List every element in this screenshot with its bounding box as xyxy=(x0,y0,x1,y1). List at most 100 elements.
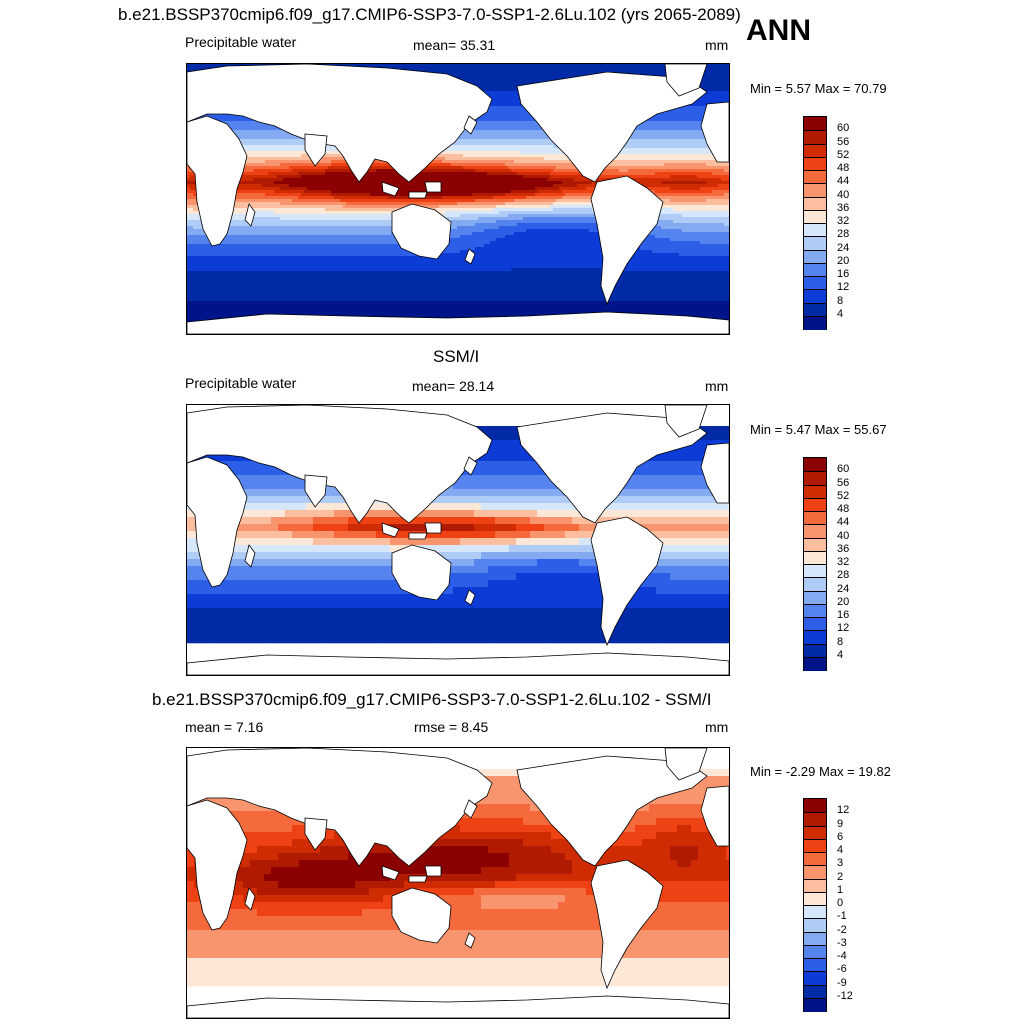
field-cell xyxy=(715,67,719,71)
field-cell xyxy=(487,73,491,77)
field-cell xyxy=(670,118,674,122)
field-cell xyxy=(712,100,716,104)
field-cell xyxy=(514,112,518,116)
field-cell xyxy=(481,82,485,86)
field-cell xyxy=(235,130,239,134)
field-cell xyxy=(301,145,305,149)
field-cell xyxy=(502,112,506,116)
field-cell xyxy=(487,85,491,89)
field-cell xyxy=(262,133,266,137)
field-cell xyxy=(649,73,653,77)
field-cell xyxy=(505,136,509,140)
field-cell xyxy=(223,64,227,68)
field-cell xyxy=(715,79,719,83)
field-cell xyxy=(628,70,632,74)
field-cell xyxy=(265,136,269,140)
field-cell xyxy=(496,136,500,140)
field-cell xyxy=(523,133,527,137)
field-cell xyxy=(709,97,713,101)
field-cell xyxy=(574,67,578,71)
field-cell xyxy=(721,82,725,86)
field-cell xyxy=(283,139,287,143)
field-cell xyxy=(472,142,476,146)
field-cell xyxy=(655,139,659,143)
field-cell xyxy=(535,79,539,83)
field-cell xyxy=(715,64,719,68)
field-cell xyxy=(526,64,530,68)
field-cell xyxy=(544,139,548,143)
field-cell xyxy=(502,139,506,143)
field-cell xyxy=(643,67,647,71)
field-cell xyxy=(709,73,713,77)
field-cell xyxy=(511,76,515,80)
field-cell xyxy=(490,73,494,77)
field-cell xyxy=(487,127,491,131)
field-cell xyxy=(679,130,683,134)
field-cell xyxy=(496,124,500,128)
field-cell xyxy=(478,82,482,86)
field-cell xyxy=(520,133,524,137)
field-cell xyxy=(259,139,263,143)
field-cell xyxy=(715,97,719,101)
field-cell xyxy=(556,73,560,77)
field-cell xyxy=(664,127,668,131)
field-cell xyxy=(526,73,530,77)
field-cell xyxy=(526,79,530,83)
field-cell xyxy=(514,127,518,131)
field-cell xyxy=(553,67,557,71)
field-cell xyxy=(502,88,506,92)
field-cell xyxy=(694,136,698,140)
field-cell xyxy=(718,79,722,83)
field-cell xyxy=(697,109,701,113)
field-cell xyxy=(649,70,653,74)
field-cell xyxy=(499,82,503,86)
field-cell xyxy=(535,130,539,134)
field-cell xyxy=(460,139,464,143)
field-cell xyxy=(505,124,509,128)
field-cell xyxy=(649,118,653,122)
field-cell xyxy=(481,130,485,134)
field-cell xyxy=(637,142,641,146)
field-cell xyxy=(619,70,623,74)
field-cell xyxy=(487,118,491,122)
field-cell xyxy=(649,133,653,137)
field-cell xyxy=(427,70,431,74)
field-cell xyxy=(403,64,407,68)
field-cell xyxy=(691,124,695,128)
field-cell xyxy=(697,136,701,140)
field-cell xyxy=(499,115,503,119)
field-cell xyxy=(265,130,269,134)
field-cell xyxy=(532,76,536,80)
field-cell xyxy=(643,64,647,68)
field-cell xyxy=(478,73,482,77)
field-cell xyxy=(490,112,494,116)
field-cell xyxy=(670,121,674,125)
field-cell xyxy=(505,76,509,80)
field-cell xyxy=(547,67,551,71)
field-cell xyxy=(511,142,515,146)
field-cell xyxy=(706,85,710,89)
field-cell xyxy=(514,91,518,95)
field-cell xyxy=(502,97,506,101)
field-cell xyxy=(499,112,503,116)
field-cell xyxy=(274,145,278,149)
field-cell xyxy=(493,64,497,68)
field-cell xyxy=(493,73,497,77)
field-cell xyxy=(460,142,464,146)
field-cell xyxy=(493,94,497,98)
field-cell xyxy=(454,73,458,77)
field-cell xyxy=(493,100,497,104)
field-cell xyxy=(631,136,635,140)
field-cell xyxy=(502,91,506,95)
field-cell xyxy=(727,73,729,77)
field-cell xyxy=(649,67,653,71)
field-cell xyxy=(472,136,476,140)
field-cell xyxy=(634,64,638,68)
field-cell xyxy=(688,133,692,137)
field-cell xyxy=(523,70,527,74)
field-cell xyxy=(496,88,500,92)
field-cell xyxy=(682,124,686,128)
field-cell xyxy=(508,109,512,113)
field-cell xyxy=(697,124,701,128)
field-cell xyxy=(697,112,701,116)
